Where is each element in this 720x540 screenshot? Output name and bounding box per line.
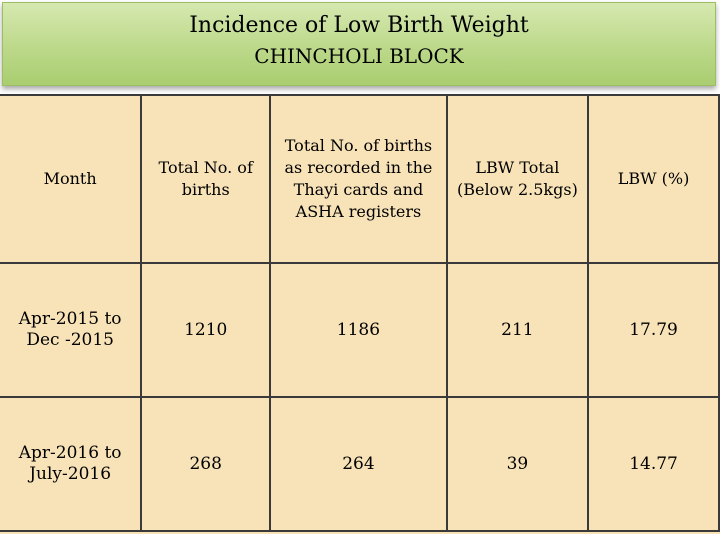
cell-recorded-births: 1186 [269,262,448,398]
table-row: Apr-2015 to Dec -2015 1210 1186 211 17.7… [0,262,720,398]
cell-total-births: 268 [140,396,272,532]
page-title: Incidence of Low Birth Weight [189,13,529,38]
header-recorded-births: Total No. of births as recorded in the T… [269,94,448,264]
title-banner: Incidence of Low Birth Weight CHINCHOLI … [2,2,716,86]
cell-month: Apr-2016 to July-2016 [0,396,143,532]
table-row: Apr-2016 to July-2016 268 264 39 14.77 [0,396,720,532]
lbw-table: Month Total No. of births Total No. of b… [0,94,720,532]
cell-lbw-percent: 17.79 [587,262,720,398]
cell-lbw-percent: 14.77 [587,396,720,532]
cell-lbw-total: 211 [445,262,590,398]
header-lbw-total: LBW Total (Below 2.5kgs) [445,94,590,264]
header-lbw-percent: LBW (%) [587,94,720,264]
cell-month: Apr-2015 to Dec -2015 [0,262,143,398]
header-total-births: Total No. of births [140,94,272,264]
cell-lbw-total: 39 [445,396,590,532]
data-table-container: Month Total No. of births Total No. of b… [0,94,720,534]
cell-recorded-births: 264 [269,396,448,532]
cell-total-births: 1210 [140,262,272,398]
page-subtitle: CHINCHOLI BLOCK [254,44,464,68]
header-month: Month [0,94,143,264]
table-header-row: Month Total No. of births Total No. of b… [0,94,720,264]
